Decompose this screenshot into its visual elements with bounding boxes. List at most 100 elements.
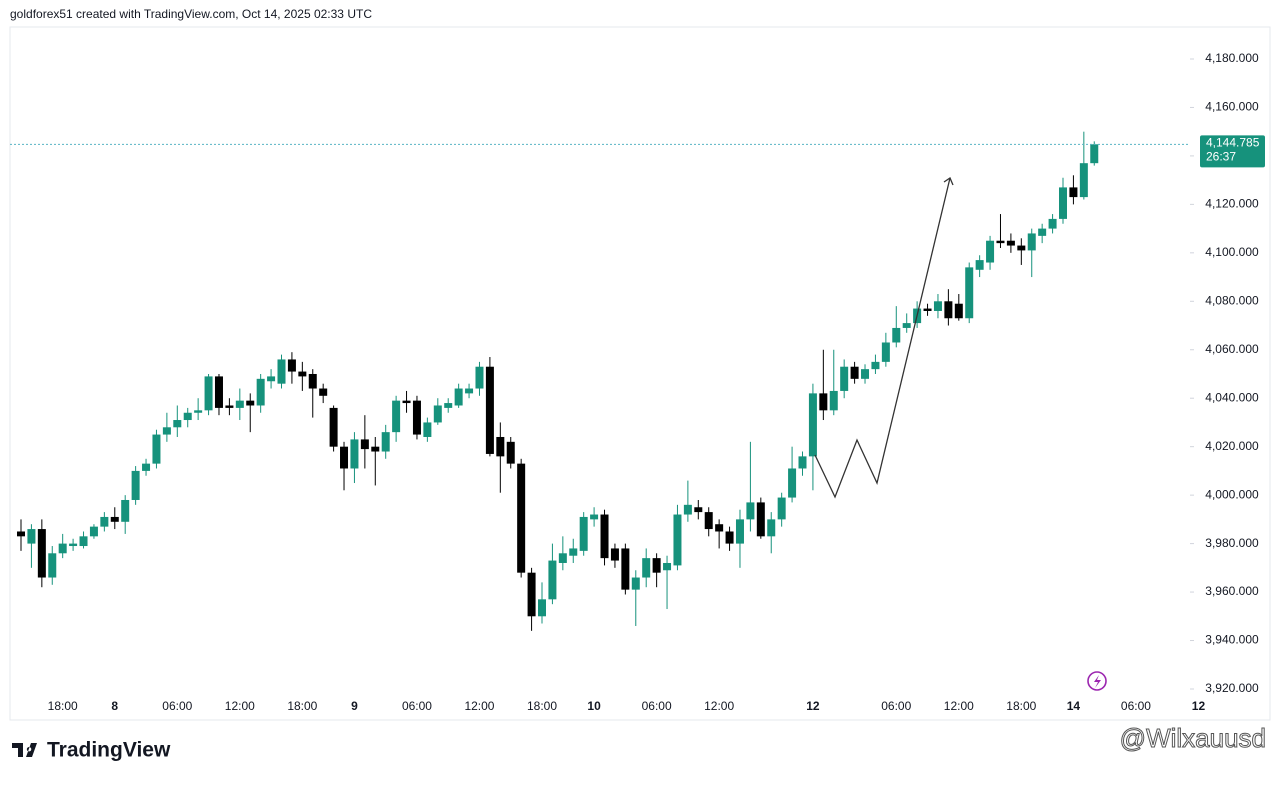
candle-body [881,342,890,362]
header: goldforex51 created with TradingView.com… [10,7,372,21]
candle-body [996,240,1005,244]
y-tick-label: 3,920.000 [1205,681,1259,695]
watermark: @Wilxauusd [1120,723,1266,753]
x-tick-label: 10 [587,699,601,713]
candle-body [131,470,140,500]
candle-body [298,371,307,377]
x-tick-label: 14 [1067,699,1081,713]
logo-text: TradingView [47,739,171,762]
candle-body [850,366,859,379]
candle-body [79,536,88,547]
candle-body [840,366,849,391]
y-tick-label: 4,020.000 [1205,439,1259,453]
candle-body [246,400,255,406]
candle-body [162,427,171,435]
candle-body [642,558,651,578]
candle-body [538,599,546,617]
x-tick-label: 12:00 [225,699,255,713]
candle-body [1059,187,1067,219]
candle-body [975,260,984,270]
candle-body [902,323,911,328]
candle-body [715,524,724,532]
candle-body [371,446,380,452]
candle-body [267,376,276,382]
candle-body [548,560,557,600]
logo-icon [12,743,37,757]
candle-body [100,516,109,527]
footer-logo: TradingView [12,739,171,762]
candle-body [173,420,182,428]
candle-body [861,369,870,379]
x-tick-label: 8 [111,699,118,713]
candle-body [517,463,526,573]
x-tick-label: 12:00 [464,699,494,713]
candle-body [527,572,536,617]
candle-body [569,548,578,556]
candle-body [340,446,349,469]
x-tick-label: 18:00 [1006,699,1036,713]
candle-body [37,529,46,578]
candle-body [475,366,484,389]
candle-body [48,553,57,578]
candle-body [214,376,223,408]
candle-body [204,376,213,411]
y-tick-label: 4,040.000 [1205,390,1259,404]
candle-body [819,393,828,411]
candle-body [725,531,734,544]
candle-body [360,439,369,450]
y-tick-label: 4,000.000 [1205,487,1259,501]
candle-body [194,410,203,413]
x-tick-label: 06:00 [402,699,432,713]
candle-body [590,514,599,520]
candle-body [350,439,359,469]
candle-body [694,507,703,513]
candle-body [756,502,765,537]
candle-body [558,553,567,563]
candle-body [412,400,421,435]
price-label: 4,144.785 [1206,135,1260,149]
candle-body [121,499,130,522]
candle-body [465,388,474,394]
candle-body [235,400,244,408]
candle-body [735,519,744,544]
candle-body [329,407,338,447]
x-tick-label: 06:00 [881,699,911,713]
candle-body [110,516,119,522]
candle-body [17,531,25,537]
candle-body [829,390,838,411]
candle-body [579,516,588,551]
x-tick-label: 06:00 [162,699,192,713]
candle-body [892,327,901,343]
candle-body [1069,187,1078,198]
candle-body [663,562,672,571]
x-tick-label: 12 [1192,699,1206,713]
candle-body [152,434,161,464]
candle-body [986,240,995,263]
candle-body [1038,228,1047,236]
event-icon[interactable] [1087,671,1107,691]
candle-body [621,548,630,590]
x-tick-label: 12:00 [704,699,734,713]
candle-body [287,359,296,372]
candle-body [631,577,640,590]
candle-body [610,548,619,561]
plot: 3,920.000 3,940.000 3,960.000 3,980.000 4,00… [10,51,1265,713]
candle-body [496,436,505,457]
y-tick-label: 3,940.000 [1205,633,1259,647]
candle-body [652,558,661,573]
price-label-box [1200,135,1265,168]
candle-body [683,504,692,515]
candle-body [965,267,974,319]
candle-body [392,400,401,433]
candle-body [506,441,515,464]
candle-body [767,519,776,537]
y-tick-label: 3,980.000 [1205,536,1259,550]
candle-body [1017,245,1026,251]
candle-body [933,301,942,311]
candle-body [1027,233,1036,251]
candle-body [600,514,609,559]
candle-body [1048,218,1057,229]
candle-body [27,529,36,544]
candle-body [673,514,682,566]
